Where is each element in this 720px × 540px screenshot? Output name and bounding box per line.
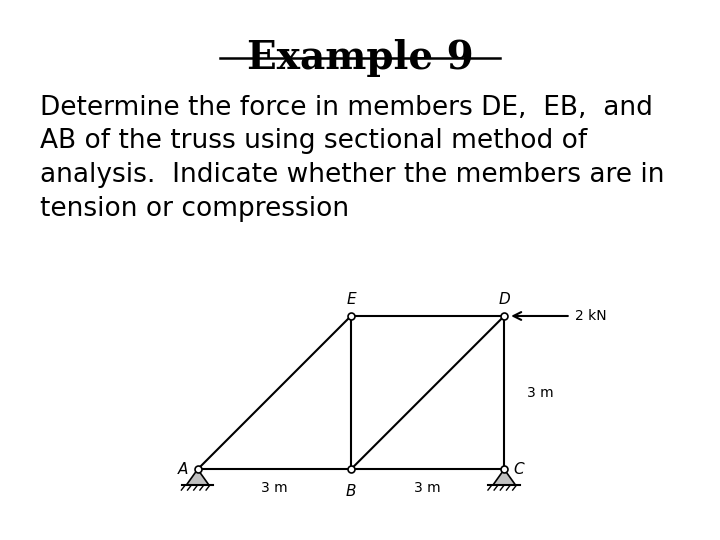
Text: 2 kN: 2 kN (575, 309, 606, 323)
Text: 3 m: 3 m (414, 481, 441, 495)
Text: A: A (178, 462, 189, 477)
Text: 3 m: 3 m (261, 481, 287, 495)
Polygon shape (493, 469, 516, 485)
Text: E: E (346, 292, 356, 307)
Text: Example 9: Example 9 (247, 39, 473, 77)
Text: C: C (513, 462, 524, 477)
Text: B: B (346, 484, 356, 498)
Text: D: D (498, 292, 510, 307)
Polygon shape (186, 469, 209, 485)
Text: Determine the force in members DE,  EB,  and
AB of the truss using sectional met: Determine the force in members DE, EB, a… (40, 94, 664, 222)
Text: 3 m: 3 m (527, 386, 554, 400)
